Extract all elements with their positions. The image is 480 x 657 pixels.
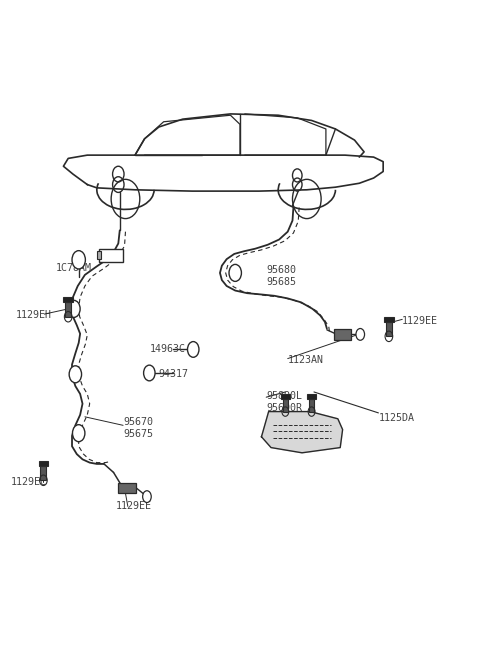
Bar: [386, 322, 392, 336]
Bar: [307, 394, 316, 399]
Text: 1125DA: 1125DA: [378, 413, 414, 423]
Circle shape: [144, 365, 155, 381]
Bar: [335, 329, 351, 340]
Bar: [99, 249, 123, 261]
Text: 95680
95685: 95680 95685: [266, 265, 296, 287]
Text: 95670
95675: 95670 95675: [123, 417, 153, 439]
Text: 14963C: 14963C: [149, 344, 185, 354]
Bar: [309, 399, 314, 411]
Circle shape: [72, 251, 85, 269]
Circle shape: [229, 264, 241, 281]
Bar: [118, 483, 136, 493]
Text: 1C78AM: 1C78AM: [56, 263, 92, 273]
Text: 94317: 94317: [159, 369, 189, 379]
Circle shape: [143, 491, 151, 503]
Text: 1123AN: 1123AN: [288, 355, 324, 365]
Text: 95890L
95690R: 95890L 95690R: [266, 391, 302, 413]
Circle shape: [356, 328, 364, 340]
Bar: [65, 302, 72, 317]
Text: 1129EC: 1129EC: [11, 477, 47, 487]
Bar: [384, 317, 394, 322]
Polygon shape: [262, 411, 343, 453]
Circle shape: [68, 300, 80, 317]
Bar: [40, 466, 47, 480]
Circle shape: [69, 366, 82, 383]
Circle shape: [72, 424, 85, 442]
Bar: [281, 394, 289, 399]
Bar: [38, 461, 48, 466]
Text: 1129EE: 1129EE: [402, 315, 438, 326]
Text: 1129EE: 1129EE: [116, 501, 152, 511]
Bar: [283, 399, 288, 411]
Bar: [97, 251, 101, 259]
Bar: [63, 297, 73, 302]
Text: 1129EH: 1129EH: [16, 310, 52, 321]
Circle shape: [188, 342, 199, 357]
